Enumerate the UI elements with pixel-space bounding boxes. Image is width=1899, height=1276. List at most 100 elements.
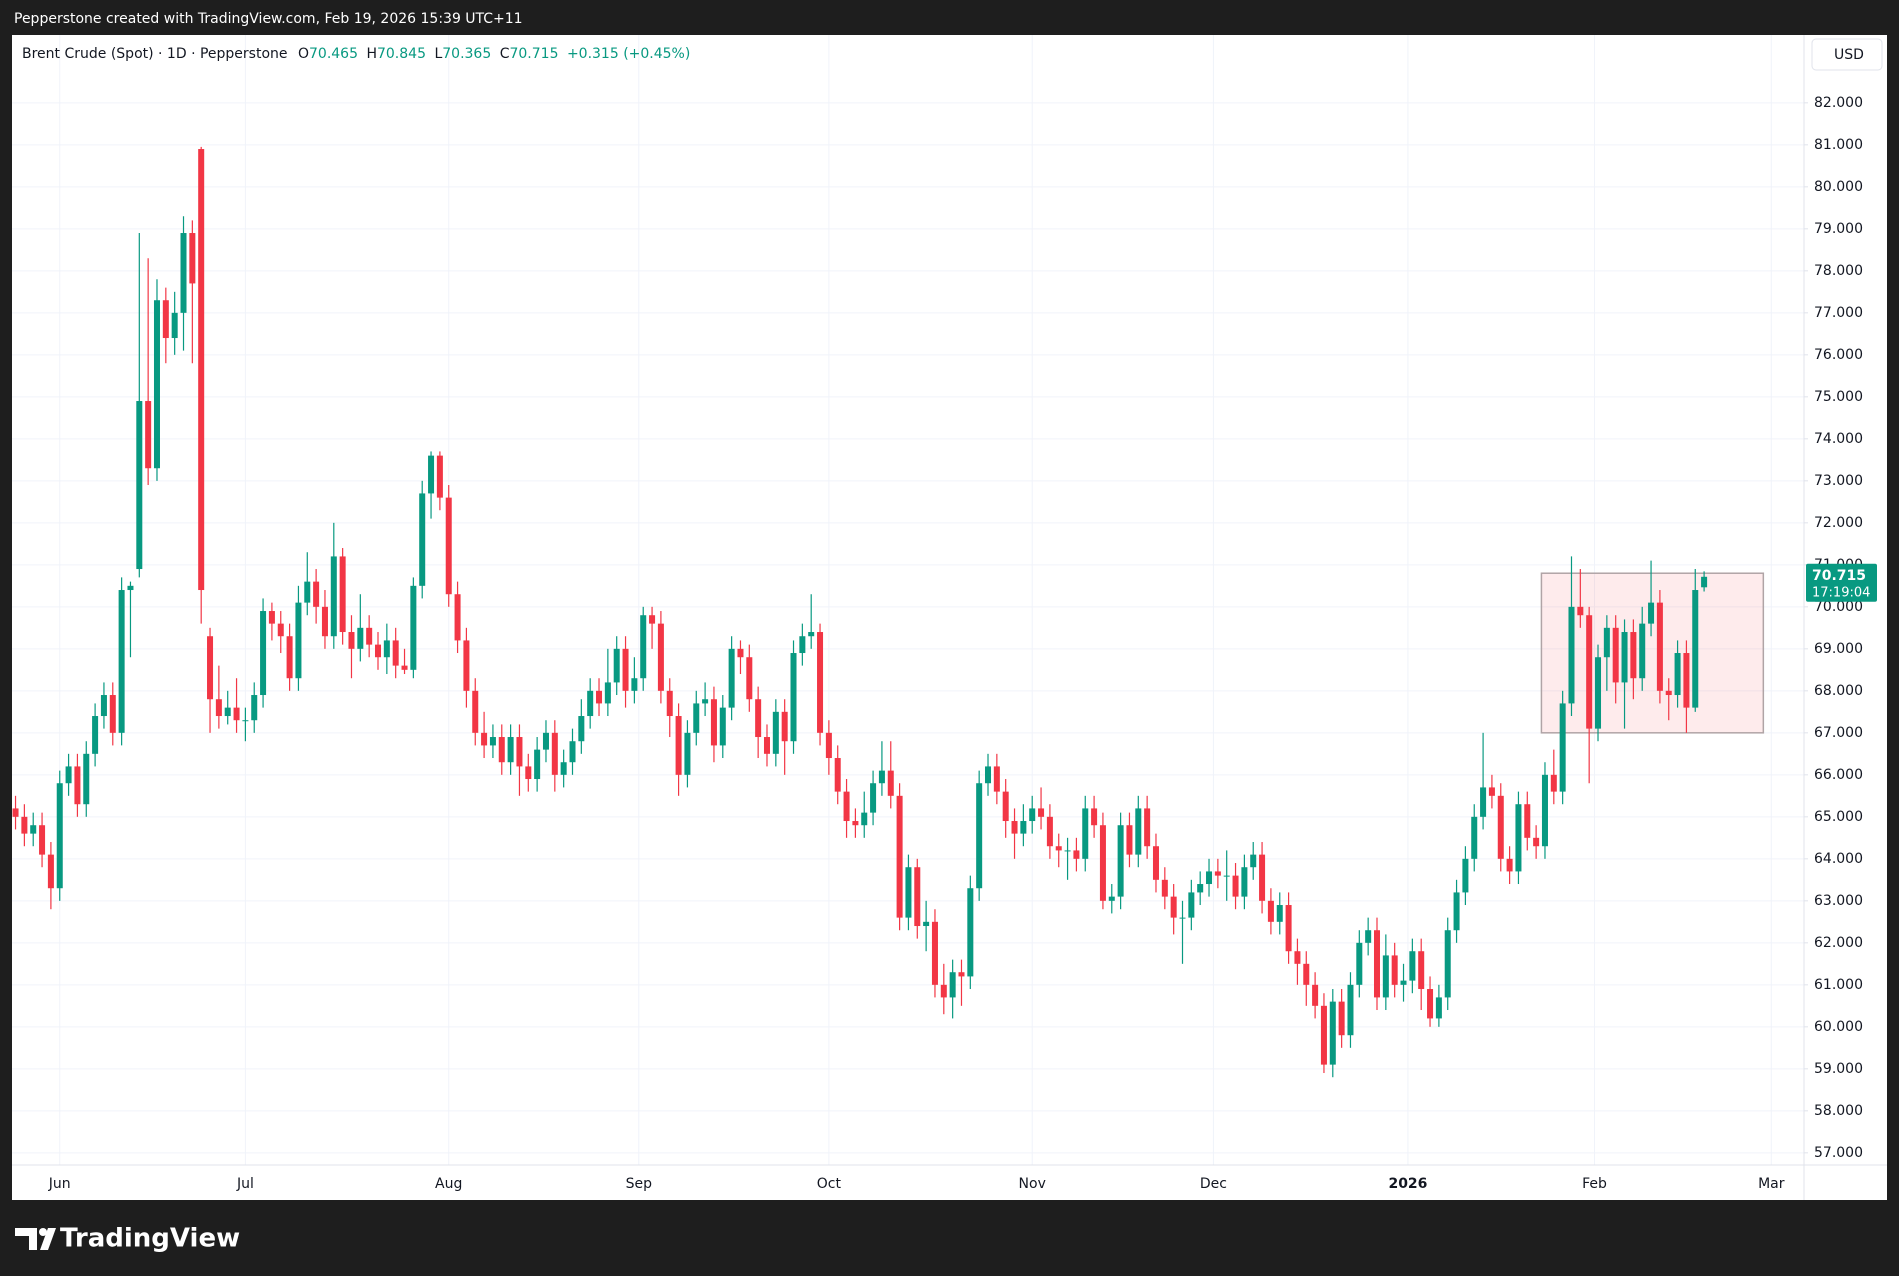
y-tick-label: 77.000: [1814, 305, 1863, 321]
candle-body: [162, 300, 169, 339]
x-tick-label: Nov: [1019, 1176, 1046, 1192]
candle-body: [1179, 917, 1186, 919]
candle-body: [392, 640, 399, 666]
candle-body: [1347, 984, 1354, 1036]
candle-body: [578, 716, 585, 742]
candle-body: [1427, 989, 1434, 1019]
currency[interactable]: USD: [1834, 47, 1864, 63]
candle-body: [887, 770, 894, 796]
candle-body: [834, 758, 841, 792]
candle-body: [1002, 791, 1009, 822]
y-tick-label: 60.000: [1814, 1019, 1863, 1035]
candle-body: [30, 825, 37, 834]
candle-body: [47, 854, 54, 889]
candle-body: [374, 644, 382, 658]
candle-body: [772, 711, 779, 754]
candles: [12, 146, 1765, 1078]
y-tick-label: 72.000: [1814, 515, 1863, 531]
candle-body: [958, 972, 965, 977]
caption: Pepperstone created with TradingView.com…: [14, 11, 523, 27]
candle-body: [684, 732, 691, 775]
candle-body: [596, 690, 603, 704]
candle-body: [799, 636, 806, 654]
candle-body: [321, 606, 328, 637]
countdown: 17:19:04: [1812, 585, 1870, 600]
y-tick-label: 68.000: [1814, 683, 1863, 699]
candle-body: [1577, 606, 1584, 616]
logo-dot: [39, 1228, 47, 1236]
candle-body: [993, 766, 1000, 792]
price-label: [1806, 563, 1877, 602]
candle-body: [1073, 850, 1080, 859]
y-tick-label: 64.000: [1814, 851, 1863, 867]
y-tick-label: 65.000: [1814, 809, 1863, 825]
candle-body: [489, 737, 496, 746]
candle-body: [481, 732, 488, 746]
candle-body: [1656, 602, 1663, 691]
candle-body: [1621, 632, 1628, 683]
candle-body: [622, 648, 629, 691]
currency-button[interactable]: [1811, 38, 1883, 71]
candle-body: [171, 312, 178, 339]
x-tick-label: Feb: [1582, 1176, 1607, 1192]
candle-body: [410, 585, 417, 670]
y-tick-label: 59.000: [1814, 1061, 1863, 1077]
legend-low: 70.365: [442, 46, 491, 62]
candle-body: [640, 615, 647, 679]
candle-body: [1373, 930, 1381, 998]
candle-body: [914, 867, 921, 927]
candle-body: [525, 766, 532, 780]
candle-body: [1232, 875, 1239, 897]
candle-body: [569, 741, 576, 763]
candle-body: [861, 812, 868, 826]
candle-body: [976, 783, 983, 889]
candle-body: [215, 699, 222, 717]
candle-body: [1639, 623, 1646, 679]
candle-body: [1250, 854, 1257, 868]
y-tick-label: 82.000: [1814, 95, 1863, 111]
candle-body: [1241, 867, 1248, 897]
candle-body: [1303, 963, 1310, 985]
candle-body: [1701, 576, 1708, 588]
legend-low-label: L: [434, 46, 442, 62]
candle-body: [1435, 997, 1442, 1019]
candle-body: [1285, 905, 1292, 952]
candle-body: [631, 678, 638, 691]
y-tick-label: 62.000: [1814, 935, 1863, 951]
candle-body: [56, 783, 63, 889]
candle-body: [1665, 690, 1672, 696]
candle-body: [1648, 602, 1655, 624]
y-tick-label: 76.000: [1814, 347, 1863, 363]
candle-body: [153, 300, 160, 469]
legend-high: 70.845: [377, 46, 426, 62]
legend: Brent Crude (Spot) · 1D · Pepperstone O7…: [22, 46, 690, 62]
candle-body: [728, 648, 735, 708]
candle-body: [1064, 850, 1071, 852]
candle-body: [1550, 774, 1557, 792]
candle-body: [1046, 816, 1053, 847]
y-tick-label: 61.000: [1814, 977, 1863, 993]
legend-close: 70.715: [509, 46, 558, 62]
candle-body: [1152, 846, 1159, 880]
candle-body: [1135, 808, 1142, 855]
candle-body: [1480, 787, 1487, 817]
candle-body: [463, 640, 470, 691]
y-tick-label: 69.000: [1814, 641, 1863, 657]
candle-body: [83, 753, 90, 805]
candle-body: [985, 766, 992, 784]
candle-body: [843, 791, 850, 822]
candle-body: [1497, 795, 1504, 859]
candle-body: [445, 497, 452, 595]
candle-body: [1533, 837, 1540, 847]
candle-body: [1161, 879, 1168, 897]
candle-body: [905, 867, 912, 918]
y-tick-label: 78.000: [1814, 263, 1863, 279]
candle-body: [719, 707, 726, 746]
candle-body: [1091, 808, 1098, 826]
legend-high-label: H: [366, 46, 377, 62]
candle-body: [896, 795, 903, 918]
candle-body: [65, 766, 72, 784]
candle-body: [1029, 808, 1036, 822]
candle-body: [39, 825, 46, 855]
candle-body: [1223, 875, 1230, 877]
